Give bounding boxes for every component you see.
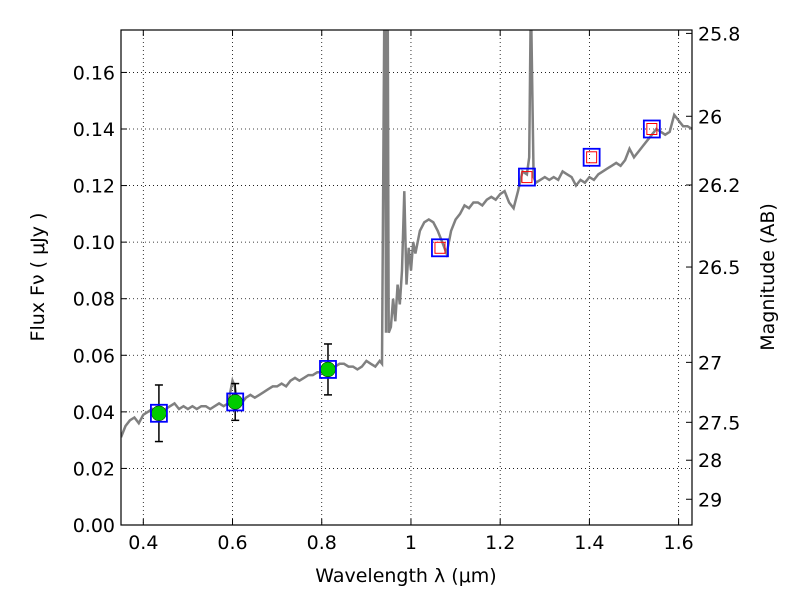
y-tick-label: 0.02 [73, 458, 115, 480]
right-tick-label: 25.8 [698, 23, 740, 45]
model-square [319, 360, 337, 379]
limit-square [586, 151, 598, 164]
y-tick-label: 0.16 [73, 62, 115, 84]
y-tick-label: 0.12 [73, 176, 115, 198]
x-tick-label: 0.8 [307, 532, 337, 554]
x-tick-label: 1.6 [664, 532, 694, 554]
axis-ticks: 0.4 0.6 0.8 1 1.2 1.4 1.6 0.00 0.02 0.04 0.06 0.08 0… [73, 23, 741, 554]
limit-square [434, 241, 446, 254]
plot-series [121, 30, 692, 443]
x-tick-label: 1.2 [485, 532, 515, 554]
y-tick-label: 0.14 [73, 119, 115, 141]
right-tick-label: 27 [698, 352, 722, 374]
y-tick-label: 0.08 [73, 289, 115, 311]
photometry-point [227, 394, 243, 410]
y-tick-label: 0.00 [73, 515, 115, 537]
photometry-point [151, 405, 167, 422]
plot-frame [120, 29, 693, 526]
y-axis-label-right: Magnitude (AB) [757, 203, 779, 351]
model-square [642, 119, 661, 139]
x-tick-label: 0.6 [217, 532, 247, 554]
grid-lines [121, 30, 692, 525]
x-tick-label: 0.4 [128, 532, 158, 554]
x-tick-label: 1 [405, 532, 417, 554]
right-tick-label: 26.5 [698, 257, 740, 279]
model-square [226, 392, 245, 412]
right-tick-label: 27.5 [698, 412, 740, 434]
right-tick-label: 29 [698, 489, 722, 511]
y-axis-label-left: Flux Fν ( μJy ) [27, 213, 49, 342]
y-tick-label: 0.04 [73, 402, 115, 424]
limit-square [646, 123, 658, 135]
x-tick-label: 1.4 [574, 532, 604, 554]
right-tick-label: 28 [698, 450, 722, 472]
y-tick-label: 0.06 [73, 345, 115, 367]
x-axis-label: Wavelength λ (μm) [315, 565, 496, 587]
photometry-point [320, 361, 336, 378]
right-tick-label: 26 [698, 106, 722, 128]
model-square [431, 238, 449, 258]
model-square [150, 403, 168, 423]
model-square [518, 167, 536, 187]
right-tick-label: 26.2 [698, 175, 740, 197]
model-square [582, 147, 601, 167]
y-tick-label: 0.10 [73, 232, 115, 254]
limit-square [521, 171, 533, 184]
